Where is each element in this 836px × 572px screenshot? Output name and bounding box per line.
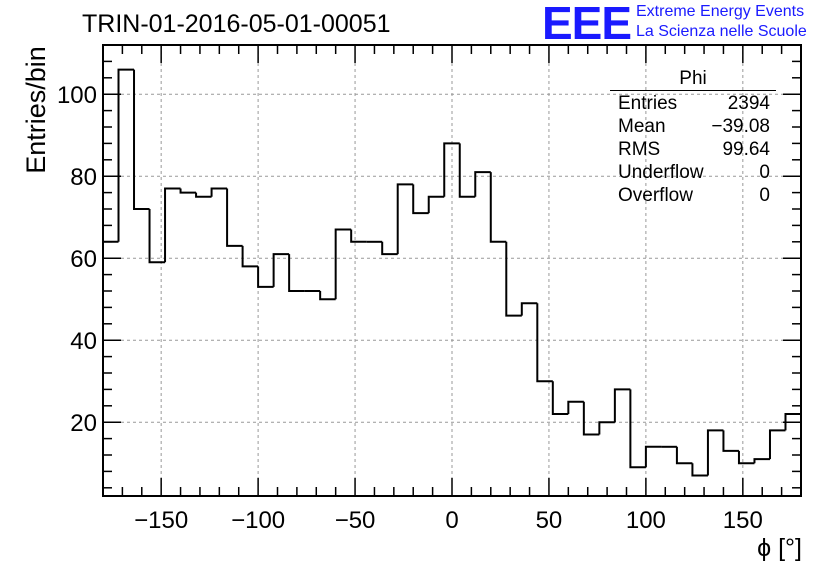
histogram-bin bbox=[505, 241, 522, 317]
x-tick-label: −150 bbox=[134, 507, 188, 534]
histogram-bin bbox=[598, 421, 615, 435]
histogram-bin bbox=[102, 240, 119, 496]
histogram-bin bbox=[706, 429, 724, 476]
histogram-bin bbox=[644, 445, 662, 468]
histogram-bin bbox=[691, 463, 708, 477]
histogram-bin bbox=[226, 188, 243, 247]
stats-row-mean: Mean −39.08 bbox=[610, 115, 776, 138]
histogram-bin bbox=[334, 228, 352, 300]
x-tick-label: 150 bbox=[723, 507, 763, 534]
histogram-bin bbox=[241, 245, 259, 268]
histogram-bin bbox=[582, 401, 600, 436]
y-tick-label: 80 bbox=[70, 164, 97, 191]
histogram-bin bbox=[412, 184, 429, 215]
histogram-bin bbox=[567, 400, 584, 414]
x-axis-label: ϕ [°] bbox=[757, 534, 802, 562]
histogram-bin bbox=[179, 188, 197, 194]
chart-title: TRIN-01-2016-05-01-00051 bbox=[82, 10, 391, 38]
stats-value: −39.08 bbox=[711, 116, 770, 137]
histogram-bin bbox=[675, 446, 693, 465]
histogram-bin bbox=[288, 254, 305, 292]
stats-value: 99.64 bbox=[722, 139, 770, 160]
histogram-bin bbox=[520, 302, 538, 316]
histogram-bin bbox=[536, 303, 553, 383]
stats-box: Phi Entries 2394 Mean −39.08 RMS 99.64 U… bbox=[610, 68, 776, 207]
stats-label: Underflow bbox=[618, 162, 704, 183]
x-tick-label: −100 bbox=[231, 507, 285, 534]
histogram-bin bbox=[272, 253, 290, 287]
histogram-bin bbox=[117, 68, 135, 242]
histogram-bin bbox=[737, 450, 755, 465]
eee-logo: EEE bbox=[542, 0, 632, 49]
histogram-bin bbox=[753, 458, 770, 464]
histogram-bin bbox=[722, 430, 739, 452]
histogram-bin bbox=[381, 241, 398, 256]
logo-line-2: La Scienza nelle Scuole bbox=[636, 23, 807, 40]
stats-value: 2394 bbox=[727, 93, 770, 114]
logo-line-1: Extreme Energy Events bbox=[636, 3, 805, 20]
histogram-bin bbox=[784, 413, 801, 431]
histogram-bin bbox=[350, 229, 367, 243]
stats-row-entries: Entries 2394 bbox=[610, 92, 776, 115]
histogram-bin bbox=[489, 172, 507, 243]
y-axis-label: Entries/bin bbox=[21, 46, 51, 174]
stats-row-underflow: Underflow 0 bbox=[610, 161, 776, 184]
y-tick-label: 100 bbox=[57, 82, 97, 109]
x-tick-label: 0 bbox=[445, 507, 458, 534]
x-tick-label: 100 bbox=[626, 507, 666, 534]
y-tick-label: 40 bbox=[70, 328, 97, 355]
histogram-bin bbox=[629, 389, 646, 469]
histogram-bin bbox=[613, 388, 631, 423]
stats-box-name: Phi bbox=[679, 68, 707, 89]
histogram-bin bbox=[427, 195, 445, 214]
y-tick-label: 60 bbox=[70, 246, 97, 273]
histogram-bin bbox=[551, 381, 569, 415]
histogram-bin bbox=[458, 143, 476, 198]
x-tick-label: −50 bbox=[335, 507, 376, 534]
stats-row-overflow: Overflow 0 bbox=[610, 184, 776, 207]
histogram-bin bbox=[257, 266, 274, 288]
histogram-bin bbox=[164, 187, 181, 263]
histogram-bin bbox=[195, 192, 212, 198]
histogram-bin bbox=[319, 291, 336, 301]
histogram-bin bbox=[210, 187, 228, 197]
stats-label: Entries bbox=[618, 93, 678, 114]
histogram-bin bbox=[474, 171, 491, 197]
histogram-bin bbox=[133, 69, 150, 210]
stats-label: RMS bbox=[618, 139, 661, 160]
stats-label: Overflow bbox=[618, 185, 693, 206]
histogram-bin bbox=[443, 142, 460, 197]
stats-value: 0 bbox=[759, 162, 770, 183]
stats-label: Mean bbox=[618, 116, 666, 137]
x-tick-label: 50 bbox=[536, 507, 563, 534]
stats-row-rms: RMS 99.64 bbox=[610, 138, 776, 161]
stats-divider bbox=[610, 90, 776, 91]
histogram-bin bbox=[396, 183, 414, 255]
stats-value: 0 bbox=[759, 185, 770, 206]
histogram-bin bbox=[148, 209, 166, 264]
histogram-bin bbox=[768, 429, 786, 460]
y-tick-label: 20 bbox=[70, 410, 97, 437]
